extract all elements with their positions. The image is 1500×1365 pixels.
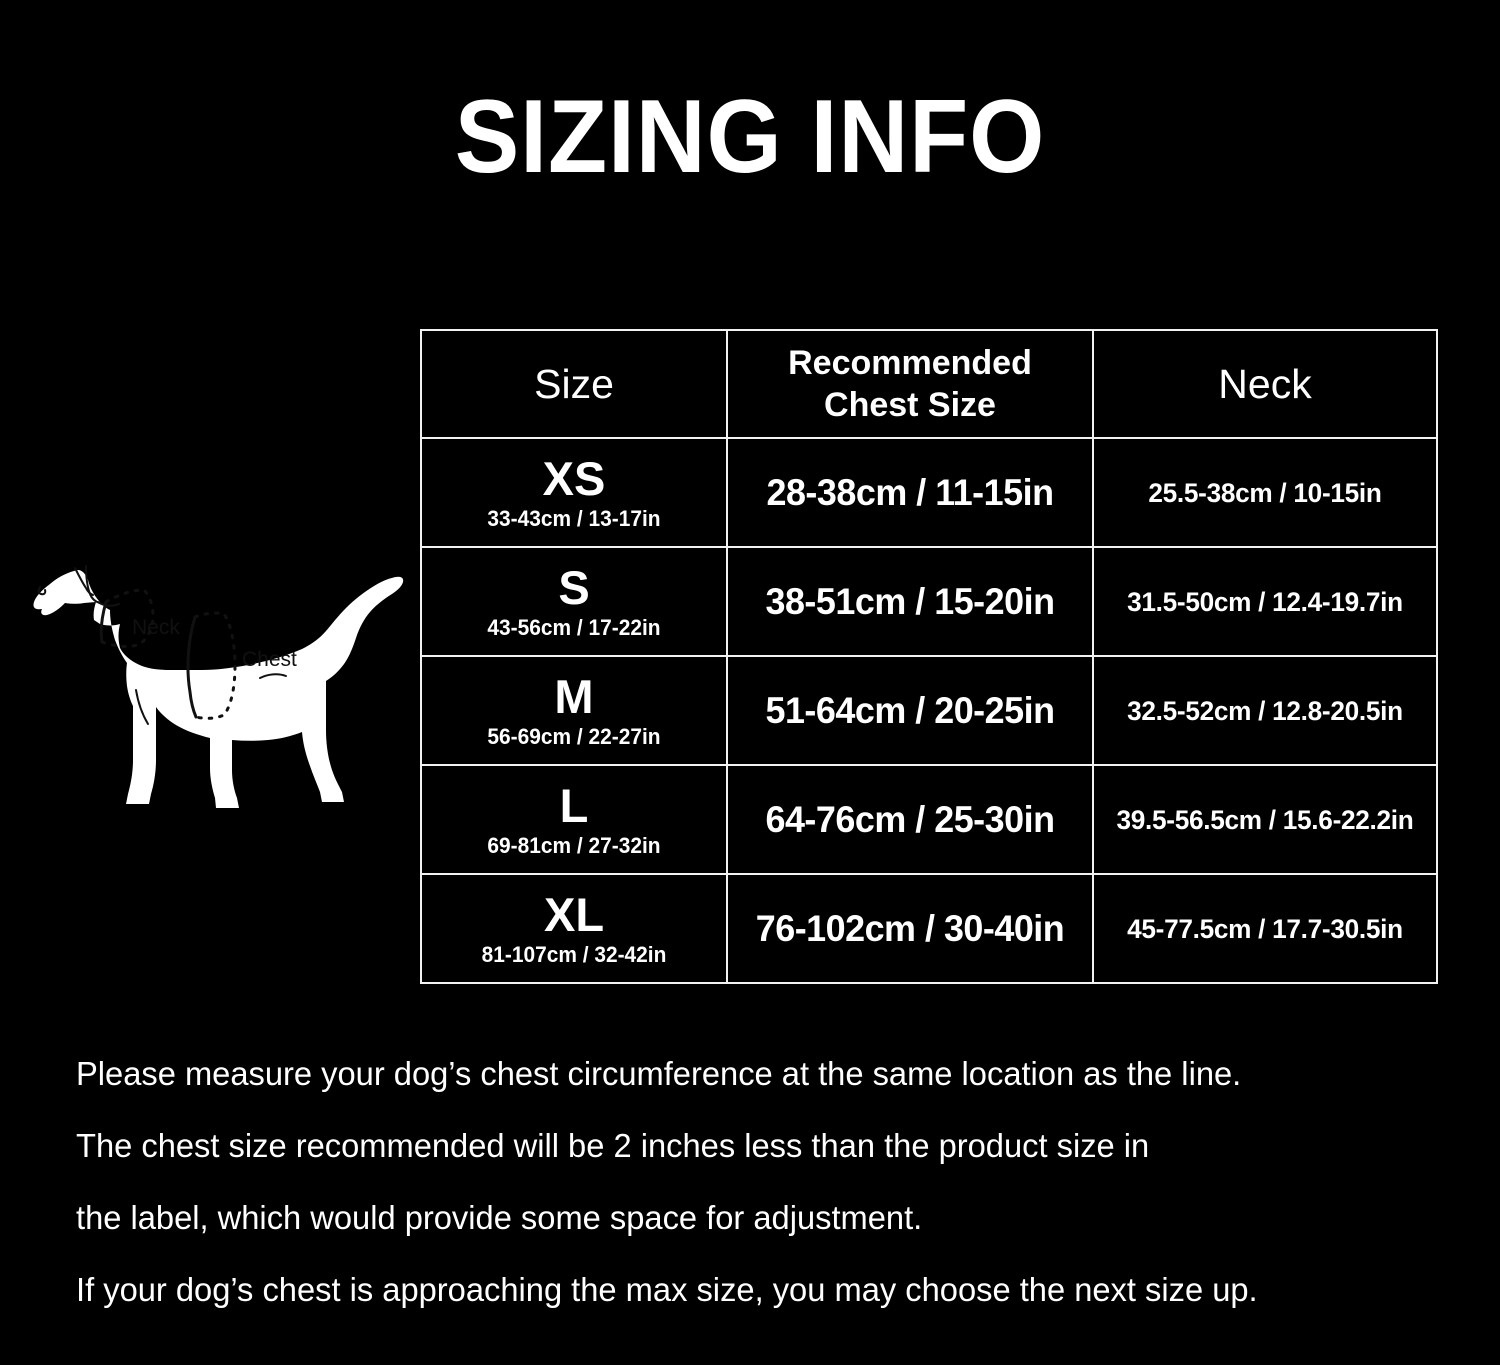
cell-chest-m: 51-64cm / 20-25in — [726, 655, 1094, 766]
table-row: L 69-81cm / 27-32in 64-76cm / 25-30in 39… — [420, 764, 1438, 875]
header-neck: Neck — [1092, 329, 1438, 439]
sizing-table: Size Recommended Chest Size Neck XS 33-4… — [420, 329, 1438, 984]
dog-measurement-diagram: Neck Chest — [20, 520, 420, 860]
header-neck-label: Neck — [1218, 361, 1312, 407]
cell-size-m: M 56-69cm / 22-27in — [420, 655, 728, 766]
cell-size-xl: XL 81-107cm / 32-42in — [420, 873, 728, 984]
header-chest: Recommended Chest Size — [726, 329, 1094, 439]
header-chest-label-line1: Recommended — [788, 344, 1032, 382]
cell-neck-m: 32.5-52cm / 12.8-20.5in — [1092, 655, 1438, 766]
neck-value-xs: 25.5-38cm / 10-15in — [1148, 477, 1382, 508]
neck-value-l: 39.5-56.5cm / 15.6-22.2in — [1116, 804, 1414, 835]
header-size: Size — [420, 329, 728, 439]
page-title: SIZING INFO — [454, 79, 1046, 195]
table-row: XS 33-43cm / 13-17in 28-38cm / 11-15in 2… — [420, 437, 1438, 548]
size-range-xl: 81-107cm / 32-42in — [481, 941, 667, 967]
cell-chest-xs: 28-38cm / 11-15in — [726, 437, 1094, 548]
cell-neck-xs: 25.5-38cm / 10-15in — [1092, 437, 1438, 548]
dog-detail-lines — [37, 565, 287, 725]
size-letter-s: S — [558, 560, 590, 614]
cell-chest-xl: 76-102cm / 30-40in — [726, 873, 1094, 984]
cell-size-s: S 43-56cm / 17-22in — [420, 546, 728, 657]
header-size-label: Size — [534, 361, 614, 407]
size-letter-xl: XL — [543, 887, 605, 941]
size-range-m: 56-69cm / 22-27in — [487, 723, 661, 749]
cell-neck-l: 39.5-56.5cm / 15.6-22.2in — [1092, 764, 1438, 875]
neck-value-s: 31.5-50cm / 12.4-19.7in — [1127, 586, 1403, 617]
table-row: S 43-56cm / 17-22in 38-51cm / 15-20in 31… — [420, 546, 1438, 657]
table-row: XL 81-107cm / 32-42in 76-102cm / 30-40in… — [420, 873, 1438, 984]
chest-value-xl: 76-102cm / 30-40in — [755, 907, 1065, 949]
chest-value-s: 38-51cm / 15-20in — [765, 580, 1055, 622]
chest-value-xs: 28-38cm / 11-15in — [766, 471, 1054, 513]
notes-section: Please measure your dog’s chest circumfe… — [76, 1038, 1436, 1326]
cell-chest-l: 64-76cm / 25-30in — [726, 764, 1094, 875]
size-letter-m: M — [554, 669, 594, 723]
table-row: M 56-69cm / 22-27in 51-64cm / 20-25in 32… — [420, 655, 1438, 766]
chest-measurement-line — [186, 611, 237, 720]
note-line-3: the label, which would provide some spac… — [76, 1199, 923, 1236]
cell-neck-xl: 45-77.5cm / 17.7-30.5in — [1092, 873, 1438, 984]
neck-value-xl: 45-77.5cm / 17.7-30.5in — [1127, 913, 1403, 944]
size-letter-xs: XS — [542, 451, 606, 505]
cell-neck-s: 31.5-50cm / 12.4-19.7in — [1092, 546, 1438, 657]
note-line-4: If your dog’s chest is approaching the m… — [76, 1271, 1258, 1308]
neck-label: Neck — [132, 616, 180, 639]
size-range-xs: 33-43cm / 13-17in — [487, 505, 661, 531]
neck-measurement-line — [99, 588, 155, 648]
cell-chest-s: 38-51cm / 15-20in — [726, 546, 1094, 657]
note-line-2: The chest size recommended will be 2 inc… — [76, 1127, 1150, 1164]
cell-size-xs: XS 33-43cm / 13-17in — [420, 437, 728, 548]
chest-value-m: 51-64cm / 20-25in — [765, 689, 1055, 731]
header-chest-label-line2: Chest Size — [824, 386, 996, 424]
size-range-l: 69-81cm / 27-32in — [487, 832, 661, 858]
size-letter-l: L — [559, 778, 589, 832]
table-header-row: Size Recommended Chest Size Neck — [420, 329, 1438, 439]
neck-value-m: 32.5-52cm / 12.8-20.5in — [1127, 695, 1403, 726]
chest-label: Chest — [242, 648, 297, 671]
cell-size-l: L 69-81cm / 27-32in — [420, 764, 728, 875]
dog-silhouette — [33, 570, 404, 808]
chest-value-l: 64-76cm / 25-30in — [765, 798, 1055, 840]
note-line-1: Please measure your dog’s chest circumfe… — [76, 1055, 1242, 1092]
size-range-s: 43-56cm / 17-22in — [487, 614, 661, 640]
